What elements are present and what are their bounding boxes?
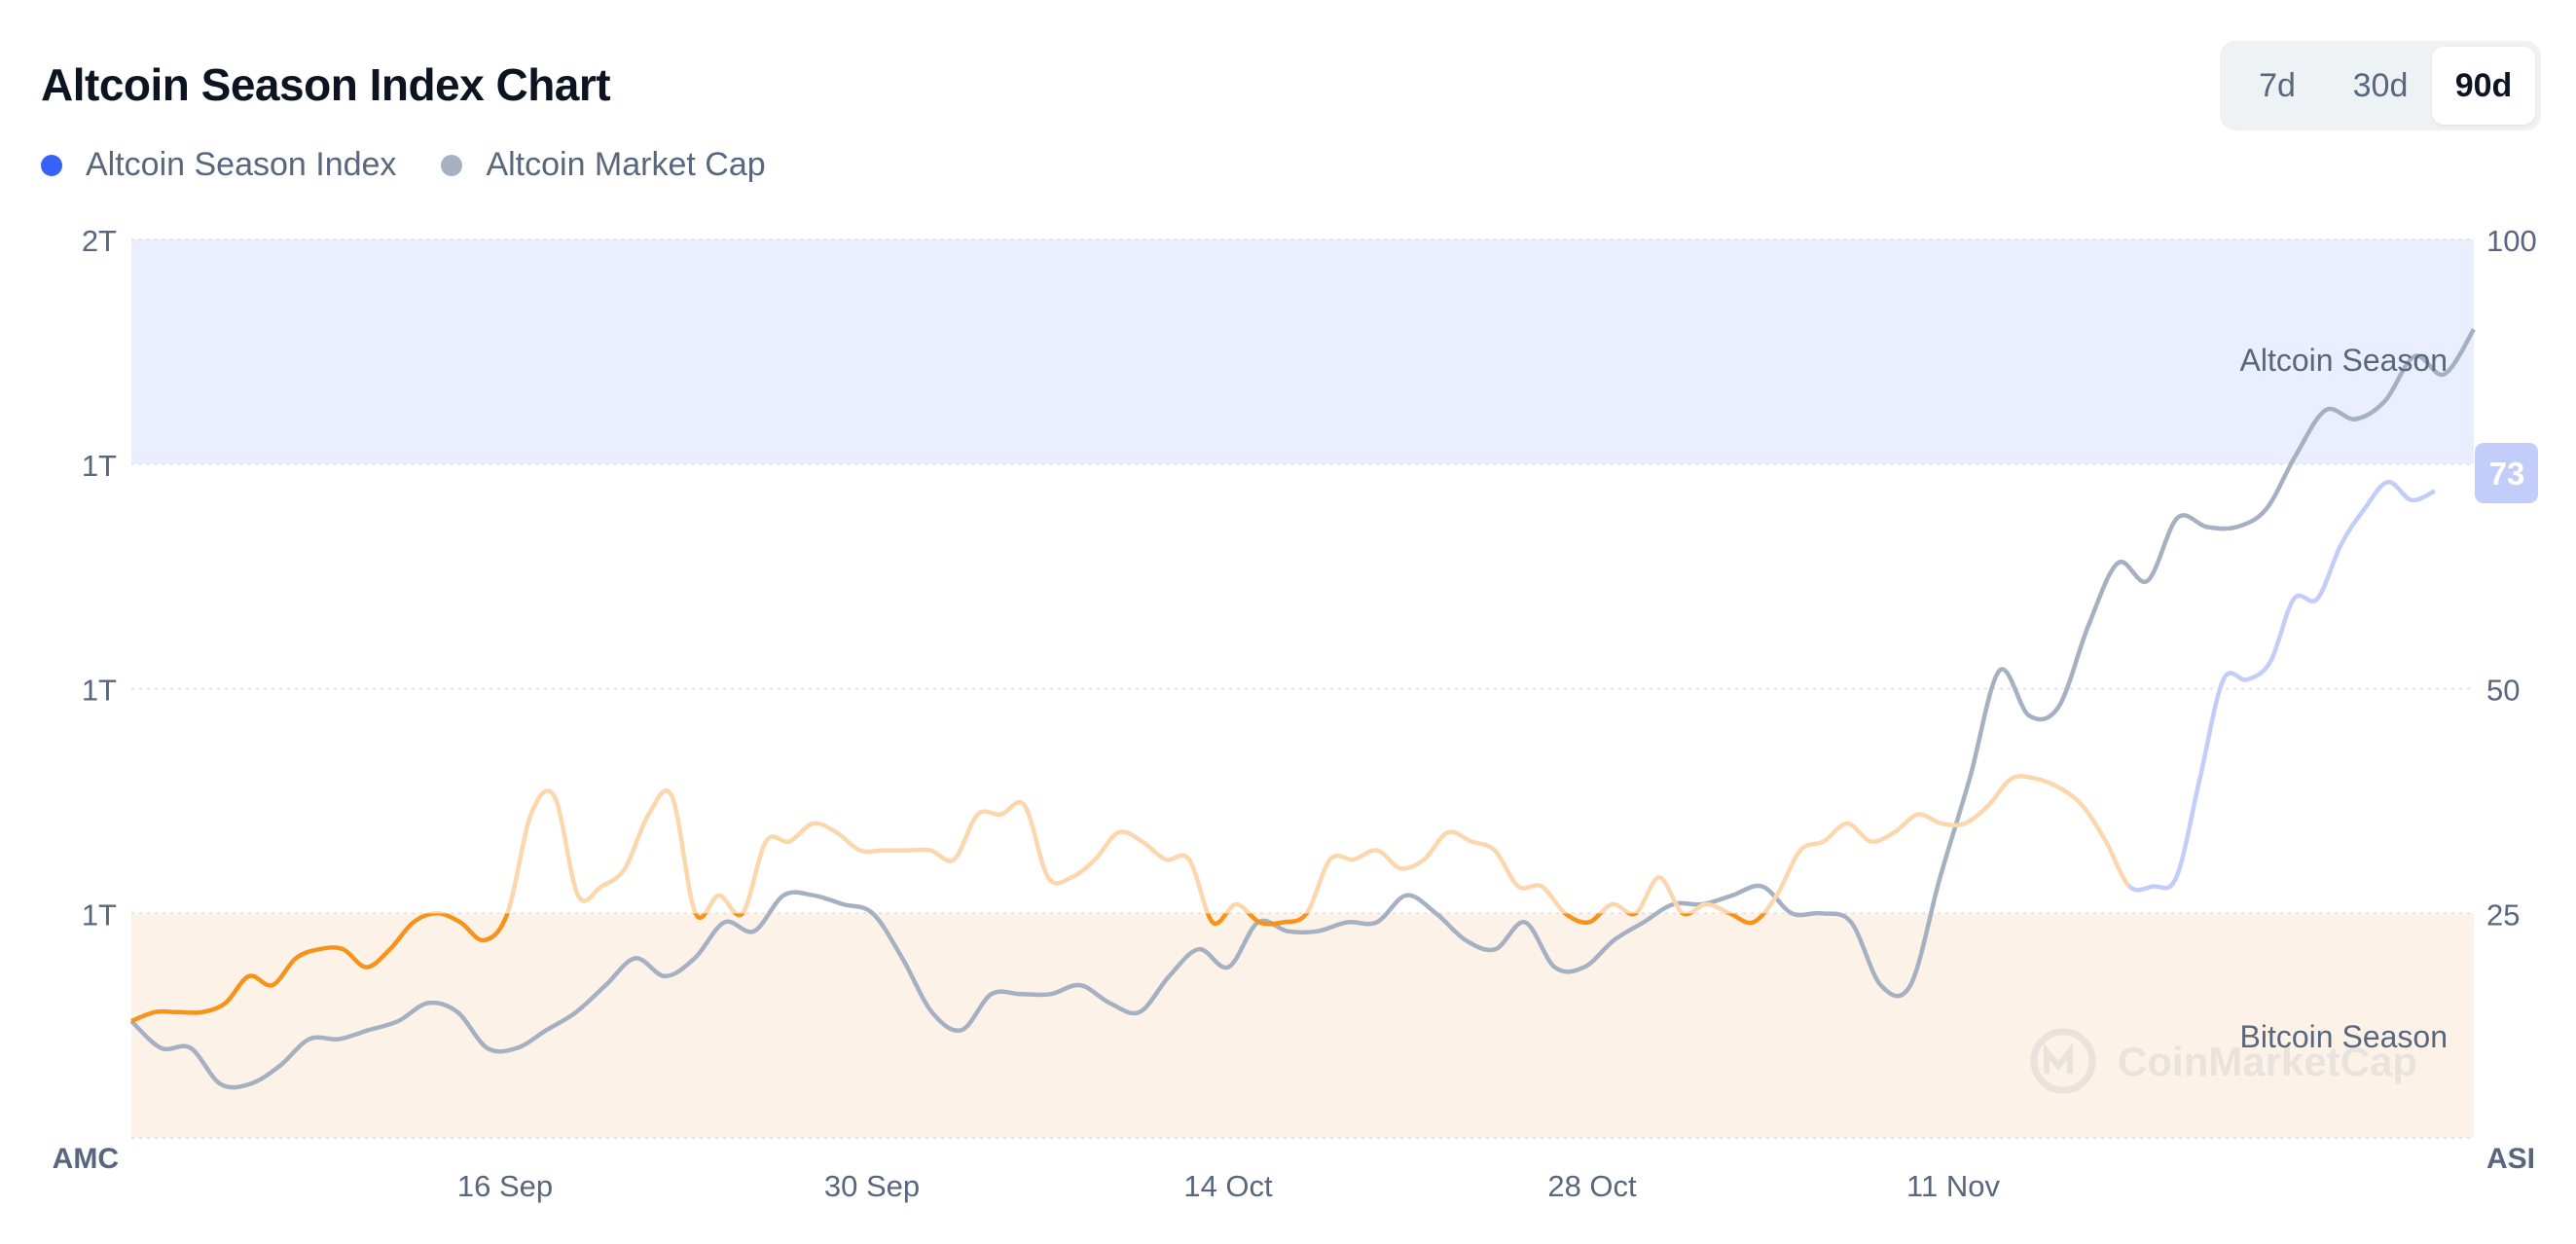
x-axis-tick-label: 16 Sep bbox=[457, 1169, 553, 1203]
range-tab-90d[interactable]: 90d bbox=[2432, 47, 2535, 125]
legend-label: Altcoin Season Index bbox=[86, 146, 397, 183]
current-value-badge-text: 73 bbox=[2489, 456, 2525, 492]
series-line-altcoin-market-cap bbox=[129, 328, 2476, 1090]
current-value-badge: 73 bbox=[2475, 443, 2538, 503]
left-axis-tick-label: 1T bbox=[82, 449, 117, 483]
bitcoin-season-zone bbox=[131, 913, 2474, 1138]
series-line-asi-bitcoin-season bbox=[130, 913, 1767, 1024]
right-axis-tick-label: 50 bbox=[2486, 674, 2520, 708]
x-axis-tick-label: 28 Oct bbox=[1547, 1169, 1637, 1203]
altcoin-season-zone bbox=[131, 239, 2474, 464]
chart-legend: Altcoin Season Index Altcoin Market Cap bbox=[41, 146, 811, 184]
x-axis-tick-label: 14 Oct bbox=[1183, 1169, 1273, 1203]
range-selector: 7d 30d 90d bbox=[2220, 41, 2541, 130]
legend-dot-icon bbox=[41, 154, 62, 176]
left-axis-tick-label: 1T bbox=[82, 674, 117, 708]
bitcoin-season-zone-label: Bitcoin Season bbox=[2240, 1019, 2448, 1054]
watermark-logo-mark bbox=[2044, 1043, 2073, 1074]
watermark-text: CoinMarketCap bbox=[2118, 1039, 2417, 1084]
legend-label: Altcoin Market Cap bbox=[486, 146, 766, 183]
x-axis-tick-label: 30 Sep bbox=[824, 1169, 920, 1203]
altcoin-season-zone-label: Altcoin Season bbox=[2240, 343, 2448, 378]
left-axis-tick-label: 2T bbox=[82, 224, 117, 258]
left-axis-title: AMC bbox=[53, 1143, 119, 1175]
watermark-logo-icon bbox=[2030, 1028, 2096, 1094]
left-axis-tick-label: 1T bbox=[82, 897, 117, 932]
right-axis-tick-label: 25 bbox=[2486, 897, 2520, 932]
right-axis-tick-label: 100 bbox=[2486, 224, 2537, 258]
watermark-logo-ring bbox=[2030, 1028, 2096, 1094]
right-axis-title: ASI bbox=[2486, 1143, 2535, 1175]
page-title: Altcoin Season Index Chart bbox=[41, 59, 611, 110]
legend-item-altcoin-season-index[interactable]: Altcoin Season Index bbox=[41, 146, 396, 184]
legend-dot-icon bbox=[441, 154, 463, 176]
range-tab-7d[interactable]: 7d bbox=[2259, 66, 2296, 104]
range-tab-30d[interactable]: 30d bbox=[2352, 66, 2409, 104]
current-value-badge-bg bbox=[2475, 443, 2538, 503]
x-axis-tick-label: 11 Nov bbox=[1906, 1169, 2000, 1203]
legend-item-altcoin-market-cap[interactable]: Altcoin Market Cap bbox=[441, 146, 766, 184]
